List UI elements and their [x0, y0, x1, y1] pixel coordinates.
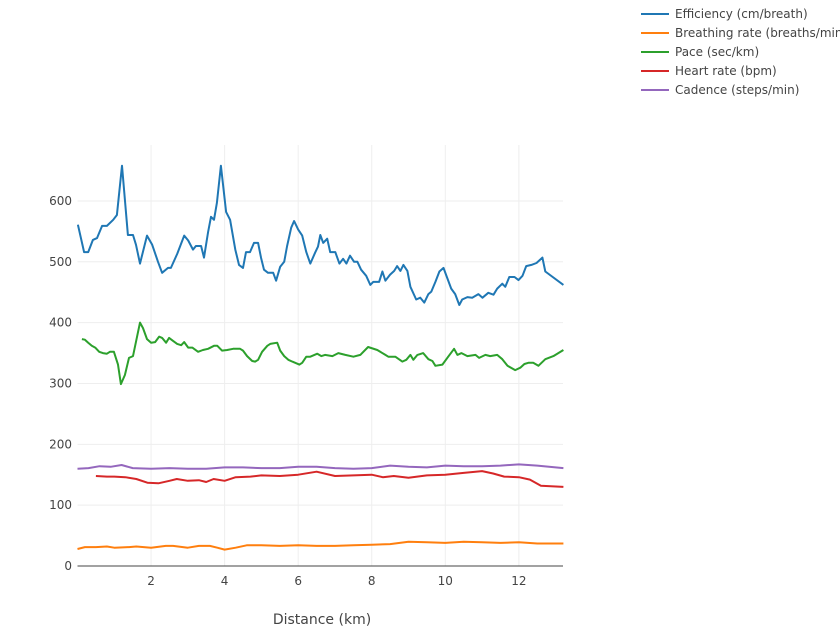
y-tick-label: 100	[49, 498, 72, 512]
y-tick-label: 400	[49, 316, 72, 330]
legend-item[interactable]: Cadence (steps/min)	[641, 83, 799, 97]
x-tick-label: 10	[438, 574, 453, 588]
y-tick-label: 500	[49, 255, 72, 269]
y-tick-label: 0	[64, 559, 72, 573]
legend-item[interactable]: Efficiency (cm/breath)	[641, 7, 808, 21]
x-tick-label: 4	[221, 574, 229, 588]
y-tick-label: 200	[49, 437, 72, 451]
series-lines	[76, 164, 564, 551]
legend-item[interactable]: Pace (sec/km)	[641, 45, 759, 59]
legend[interactable]: Efficiency (cm/breath) Breathing rate (br…	[641, 7, 840, 97]
legend-label: Pace (sec/km)	[675, 45, 759, 59]
series-line-3	[95, 470, 564, 488]
legend-label: Heart rate (bpm)	[675, 64, 777, 78]
series-line-0	[76, 164, 564, 306]
legend-label: Efficiency (cm/breath)	[675, 7, 808, 21]
axes: 2 4 6 8 10 12 0 100 200 300 400 500 600	[49, 194, 563, 588]
x-tick-label: 2	[147, 574, 155, 588]
x-tick-label: 6	[294, 574, 302, 588]
series-line-2	[81, 321, 564, 386]
y-tick-label: 300	[49, 376, 72, 390]
legend-item[interactable]: Breathing rate (breaths/min)	[641, 26, 840, 40]
legend-item[interactable]: Heart rate (bpm)	[641, 64, 777, 78]
legend-label: Cadence (steps/min)	[675, 83, 799, 97]
series-line-1	[77, 540, 564, 551]
y-tick-label: 600	[49, 194, 72, 208]
series-line-4	[77, 463, 564, 470]
legend-label: Breathing rate (breaths/min)	[675, 26, 840, 40]
x-axis-title: Distance (km)	[273, 612, 371, 628]
x-tick-label: 12	[511, 574, 526, 588]
x-tick-label: 8	[368, 574, 376, 588]
